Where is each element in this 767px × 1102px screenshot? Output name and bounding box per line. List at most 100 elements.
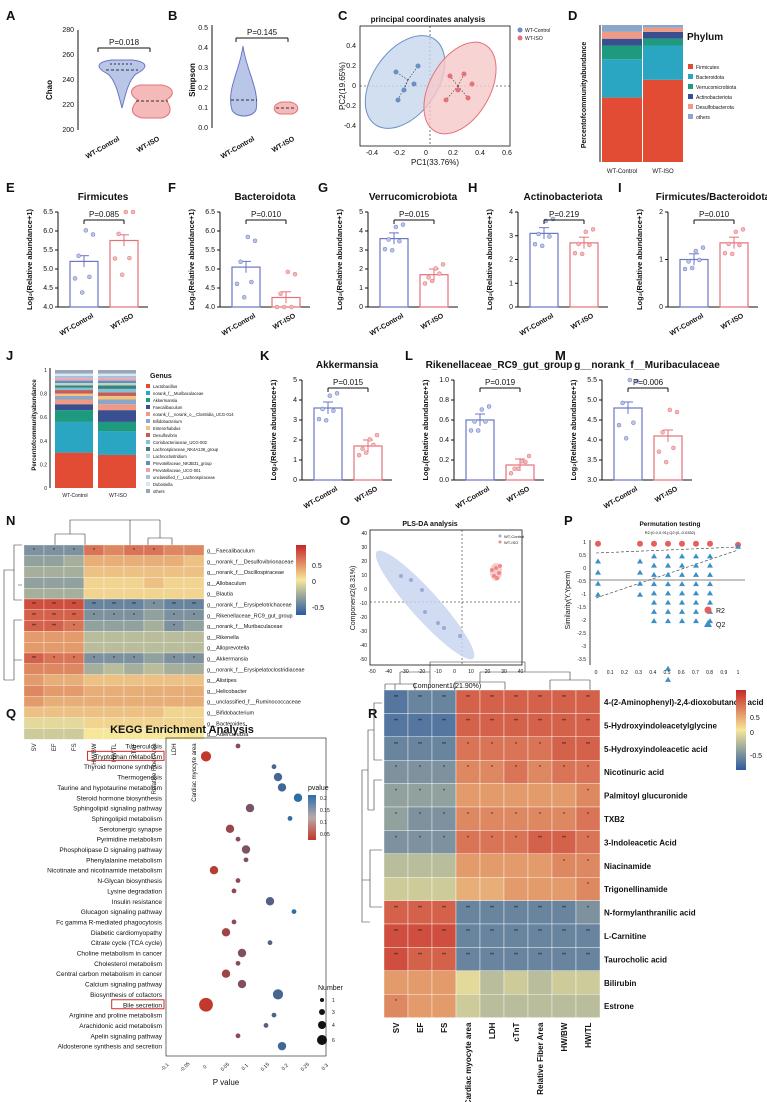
panel-a: Chao 200 220 240 260 280 P=0.018 WT-Cont… [45,27,173,161]
r-cell-star: ** [514,906,518,912]
p-q2-point [665,676,671,682]
q-term-3: Thermogenesis [117,775,163,782]
r-row-11: Taurocholic acid [604,955,667,964]
n-cell [183,555,205,567]
j-bar-segment [55,380,93,383]
n-col-7: LDH [172,743,178,755]
r-cell [575,783,601,808]
xtick-control: WT-Control [221,313,257,338]
r-cell [455,830,481,855]
r-cell [527,900,553,925]
p-ytick-5: -1.5 [577,605,586,611]
r-cell-star: * [443,765,445,771]
k-ytick-4: 4 [293,397,297,404]
r-cell [503,806,529,831]
r-cell [383,783,409,808]
n-cell [83,728,105,740]
n-cell-star: ** [52,613,56,619]
r-cell [503,783,529,808]
e-ytick-1: 4.5 [43,285,53,292]
r-cell-star: ** [418,742,422,748]
n-cell [83,642,105,654]
a-ytick-4: 280 [62,27,74,34]
r-cell [407,783,433,808]
n-col-2: FS [72,743,78,751]
r-cell-star: ** [514,695,518,701]
r-cell-star: ** [514,929,518,935]
a-ylabel: Chao [45,80,54,100]
r-cell [575,806,601,831]
data-point [130,209,136,215]
j-ytick-1: 0.2 [40,462,47,468]
data-point [356,452,362,458]
r-cell [575,900,601,925]
n-cell-star: * [153,602,155,608]
q-num-tick-2: 4 [332,1023,335,1029]
q-term-5: Steroid hormone biosynthesis [76,795,162,802]
n-cell [23,706,45,718]
c-ytick: 0 [352,83,356,90]
l-ytick-3: 0.6 [439,417,449,424]
p-ytick-6: -2 [582,618,587,624]
q-dot [265,897,275,906]
q-dot [235,878,241,883]
e-ytick-2: 5.0 [43,266,53,273]
n-cell [123,663,145,675]
m-ytick-5: 5.5 [587,377,597,384]
data-point [579,251,585,257]
j-legend-swatch [146,475,150,479]
r-cell [455,689,481,714]
n-row-13: g__Helicobacter [207,689,247,695]
q-pv-tick-2: 0.1 [320,820,327,826]
r-cell-star: ** [538,835,542,841]
q-title: KEGG Enrichment Analysis [110,724,254,736]
c-ytick: 0.4 [346,43,356,50]
r-cell-star: * [587,812,589,818]
r-cell [503,994,529,1018]
n-cell [143,685,165,697]
r-cell [527,783,553,808]
r-cell-star: * [395,835,397,841]
n-cell [43,566,65,578]
r-cell [575,877,601,901]
r-col-8: HW/TL [584,1022,593,1047]
r-cell [383,736,409,761]
o-ytick-9: -50 [360,657,367,663]
p-q2-point [679,608,685,614]
a-xtick-1: WT-ISO [136,135,162,154]
n-cell [83,717,105,729]
panel-label-c: C [338,8,348,23]
q-dot [271,1012,277,1018]
xtick-iso: WT-ISO [720,312,746,331]
c-ytick: -0.2 [344,103,356,110]
n-cell [163,706,185,718]
c-xtick: 0.4 [475,150,485,157]
data-point [252,238,258,244]
n-cell [103,685,125,697]
n-cell [143,609,165,621]
n-cell-star: ** [72,602,76,608]
p-q2-point [595,580,601,586]
r-cell-star: * [587,789,589,795]
panel-label-p: P [564,513,573,528]
j-legend-swatch [146,391,150,395]
d-legend-swatch [688,74,693,79]
r-cell [479,900,505,925]
r-cell-star: * [443,812,445,818]
p-q2-point [665,665,671,671]
panel-b: Simpson 0.0 0.1 0.2 0.3 0.4 0.5 P=0.145 … [188,25,299,161]
j-legend-swatch [146,419,150,423]
bar-control [69,260,99,308]
r-cell-star: * [587,859,589,865]
n-cell [183,588,205,600]
n-cell [83,696,105,708]
j-ytick-2: 0.4 [40,439,47,445]
j-bar-segment [98,395,136,400]
p-q2-point [693,590,699,596]
bar-control [613,407,643,481]
r-cell-star: ** [442,929,446,935]
a-violin-control [98,59,146,109]
q-term-10: Phospholipase D signaling pathway [59,847,162,854]
data-point [123,209,129,215]
